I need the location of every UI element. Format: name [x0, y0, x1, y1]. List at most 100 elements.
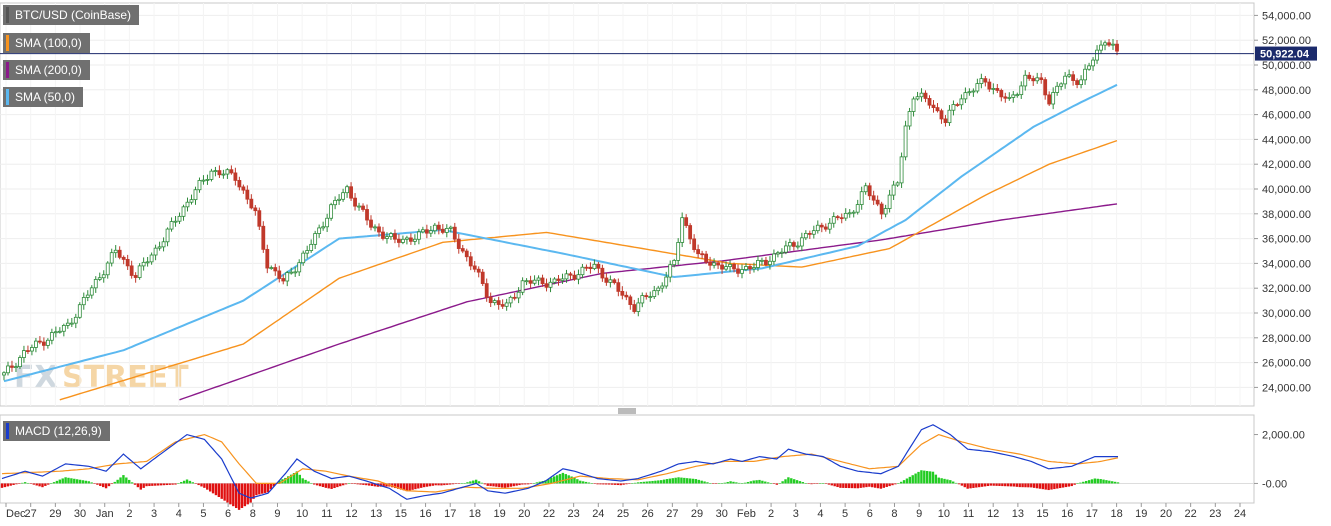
- macd-histogram-bar: [142, 483, 145, 488]
- candle-body: [369, 219, 373, 228]
- macd-histogram-bar: [211, 483, 215, 494]
- macd-histogram-bar: [529, 483, 533, 484]
- candle-body: [923, 92, 928, 99]
- macd-histogram-bar: [691, 478, 695, 484]
- candle-body: [516, 291, 521, 299]
- y-tick-label: 48,000.00: [1262, 85, 1311, 97]
- candle-body: [1047, 94, 1052, 105]
- macd-histogram-bar: [605, 483, 608, 485]
- candle-body: [748, 266, 752, 270]
- legend-macd[interactable]: MACD (12,26,9): [3, 421, 110, 441]
- candle-body: [197, 180, 202, 191]
- macd-histogram-bar: [356, 483, 359, 485]
- y-tick-label: 28,000.00: [1262, 333, 1311, 345]
- candle-body: [233, 172, 238, 181]
- candle-body: [337, 198, 341, 201]
- macd-histogram-bar: [816, 483, 819, 484]
- macd-histogram-bar: [917, 471, 920, 484]
- macd-histogram-bar: [370, 483, 374, 486]
- candle-body: [680, 217, 685, 243]
- candle-body: [313, 233, 318, 245]
- candle-body: [963, 92, 968, 100]
- candle-body: [652, 290, 657, 297]
- macd-histogram-bar: [58, 479, 62, 484]
- macd-histogram-bar: [943, 478, 946, 484]
- candle-body: [783, 245, 788, 253]
- macd-histogram-bar: [1116, 482, 1120, 484]
- x-tick-label: 6: [225, 508, 231, 520]
- candle-body: [325, 217, 330, 228]
- macd-histogram-bar: [593, 483, 596, 484]
- candle-body: [373, 226, 377, 229]
- macd-histogram-bar: [1038, 483, 1042, 489]
- candle-body: [261, 225, 266, 250]
- macd-histogram-bar: [790, 478, 793, 484]
- candle-body: [536, 277, 541, 281]
- candle-body: [568, 273, 573, 276]
- macd-histogram-bar: [1070, 483, 1073, 487]
- panel-resize-handle[interactable]: [616, 407, 638, 414]
- candle-body: [412, 238, 417, 242]
- candle-body: [93, 279, 98, 289]
- candle-body: [137, 265, 142, 278]
- macd-histogram-bar: [668, 478, 672, 484]
- macd-histogram-bar: [602, 483, 605, 485]
- macd-histogram-bar: [778, 483, 781, 484]
- macd-histogram-bar: [902, 480, 906, 484]
- y-tick-label: 42,000.00: [1262, 159, 1311, 171]
- macd-histogram-bar: [648, 481, 651, 484]
- candle-body: [389, 233, 393, 238]
- candle-body: [564, 273, 569, 280]
- candle-body: [799, 237, 804, 247]
- candle-body: [756, 260, 760, 268]
- macd-histogram-bar: [480, 482, 484, 484]
- candle-body: [839, 217, 844, 220]
- macd-histogram-bar: [827, 483, 831, 485]
- candle-body: [1031, 78, 1036, 82]
- candle-body: [795, 245, 800, 248]
- x-tick-label: 25: [617, 508, 629, 520]
- candle-body: [436, 224, 441, 230]
- x-tick-label: Dec: [6, 508, 26, 520]
- macd-histogram-bar: [310, 482, 313, 484]
- candle-body: [887, 194, 892, 209]
- macd-histogram-bar: [67, 477, 70, 484]
- macd-histogram-bar: [989, 483, 992, 486]
- candle-body: [448, 226, 453, 229]
- macd-histogram-bar: [671, 478, 674, 484]
- macd-histogram-bar: [972, 483, 975, 488]
- candle-body: [225, 169, 230, 175]
- macd-histogram-bar: [931, 471, 935, 484]
- candle-body: [81, 297, 86, 306]
- macd-histogram-bar: [576, 479, 579, 484]
- candle-body: [724, 266, 728, 270]
- candle-body: [209, 170, 214, 180]
- candle-body: [815, 224, 820, 232]
- legend-sma-200[interactable]: SMA (200,0): [3, 60, 90, 80]
- x-tick-label: 3: [793, 508, 799, 520]
- macd-histogram-bar: [752, 480, 755, 484]
- macd-histogram-bar: [434, 483, 437, 486]
- x-tick-label: 17: [1086, 508, 1098, 520]
- macd-histogram-bar: [159, 483, 163, 486]
- legend-sma-50[interactable]: SMA (50,0): [3, 87, 84, 107]
- macd-histogram-bar: [440, 483, 443, 486]
- macd-histogram-bar: [526, 483, 530, 485]
- macd-histogram-bar: [1090, 479, 1094, 484]
- legend-sma-100[interactable]: SMA (100,0): [3, 33, 90, 53]
- candle-body: [528, 280, 533, 284]
- candle-body: [624, 294, 629, 298]
- macd-histogram-bar: [269, 483, 273, 490]
- macd-histogram-bar: [1102, 479, 1105, 484]
- macd-histogram-bar: [15, 483, 18, 485]
- legend-swatch: [6, 423, 9, 439]
- macd-histogram-bar: [755, 480, 758, 484]
- macd-tick-label: 2,000.00: [1262, 430, 1305, 442]
- macd-histogram-bar: [1061, 483, 1065, 488]
- macd-histogram-bar: [781, 481, 784, 484]
- candle-body: [1079, 79, 1083, 86]
- legend-label: MACD (12,26,9): [15, 424, 102, 438]
- legend-btcusd[interactable]: BTC/USD (CoinBase): [3, 5, 140, 25]
- candle-body: [676, 242, 681, 261]
- macd-histogram-bar: [1035, 483, 1039, 489]
